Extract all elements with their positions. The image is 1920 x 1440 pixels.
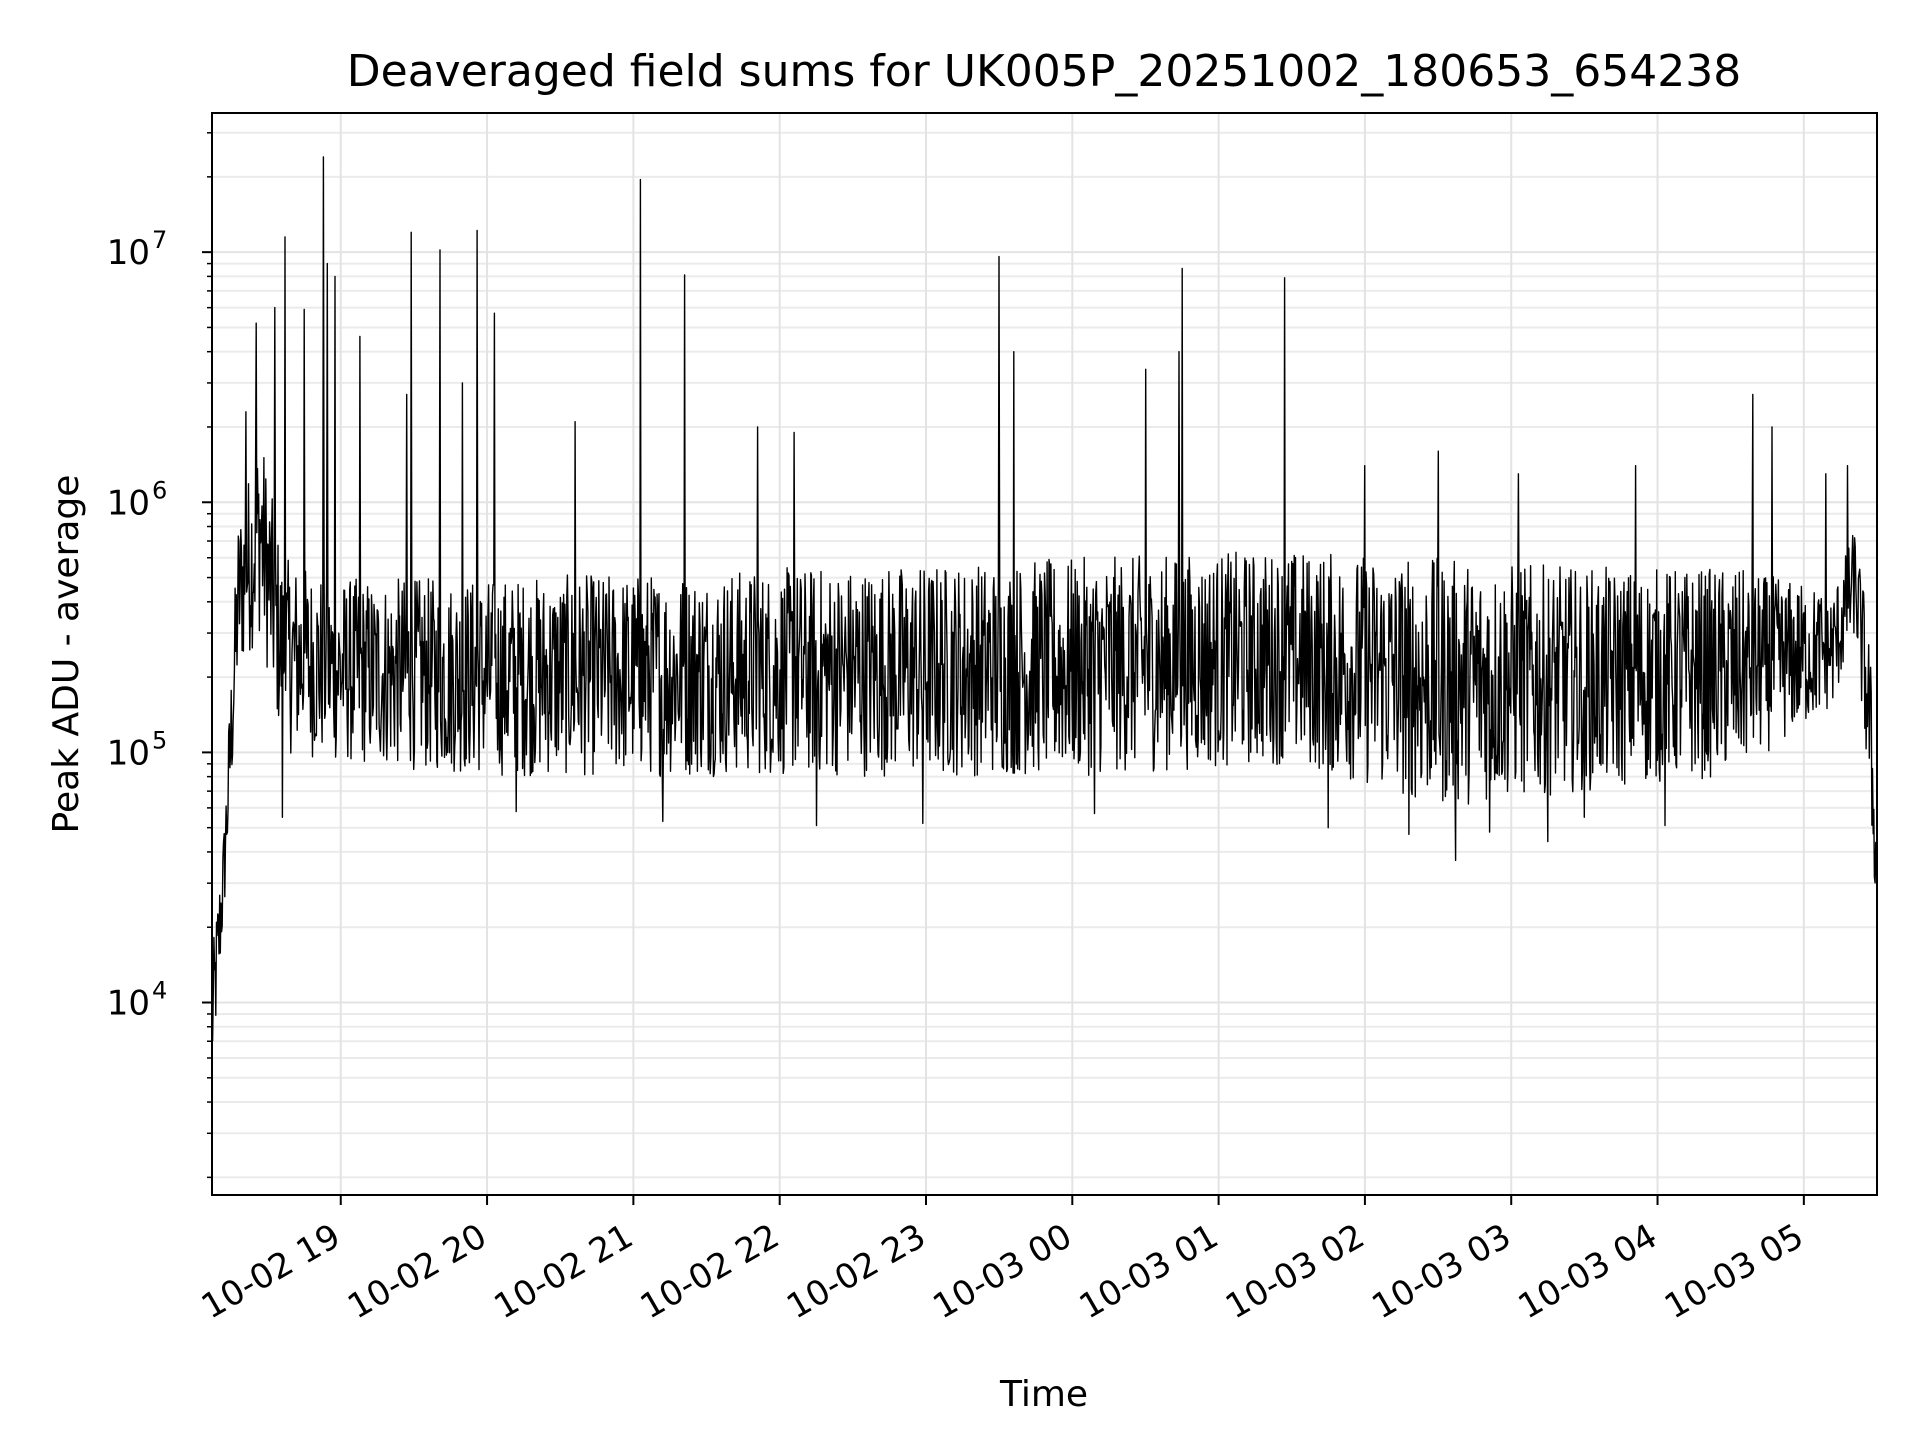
- series-layer: [211, 156, 1878, 1042]
- series-line-peak-adu: [211, 156, 1878, 1042]
- plot-frame: [211, 112, 1878, 1196]
- chart-title: Deaveraged field sums for UK005P_2025100…: [347, 46, 1741, 97]
- y-tick-label-base: 10: [107, 984, 150, 1024]
- y-tick-label-base: 10: [107, 483, 150, 523]
- y-axis-label: Peak ADU - average: [46, 475, 87, 834]
- y-tick-label-base: 10: [107, 233, 150, 273]
- x-axis-label: Time: [999, 1374, 1088, 1415]
- y-tick-label-exponent: 7: [152, 226, 167, 254]
- y-tick-label-exponent: 5: [152, 726, 167, 754]
- y-tick-label-exponent: 4: [152, 977, 167, 1005]
- y-tick-label-exponent: 6: [152, 476, 167, 504]
- y-tick-label-base: 10: [107, 733, 150, 773]
